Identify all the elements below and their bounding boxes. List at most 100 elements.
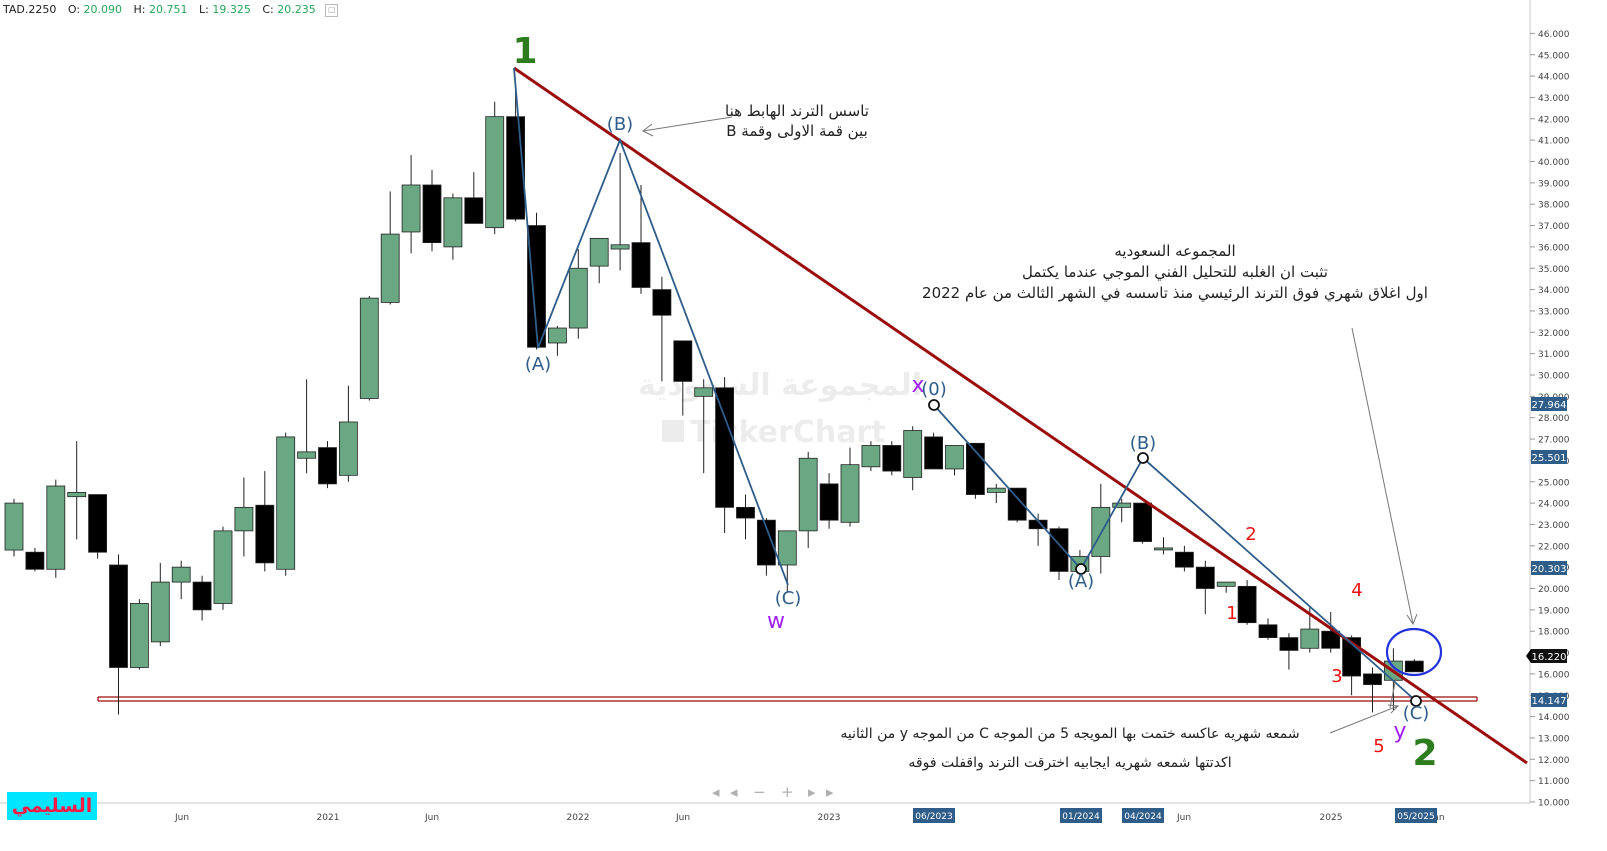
candle-body-bull [46,485,66,570]
open-value: 20.090 [83,3,123,16]
candle[interactable] [1195,560,1215,615]
candle[interactable] [443,193,463,260]
candle[interactable] [109,554,128,715]
candle[interactable] [1154,537,1173,555]
candle[interactable] [1279,633,1299,670]
wave-abc-y[interactable] [933,404,1417,702]
candle-body-bull [234,506,254,532]
candle[interactable] [171,560,191,600]
candle[interactable] [88,494,107,559]
x-tick-jun-2021: Jun [424,813,439,823]
candle[interactable] [798,451,818,548]
wave-abc-w[interactable] [513,67,789,586]
candle[interactable] [1300,605,1320,653]
candle[interactable] [840,447,860,527]
candle[interactable] [819,473,839,529]
candle[interactable] [1404,658,1424,673]
y-tick-label: 36.000 [1538,243,1570,253]
candle[interactable] [4,498,24,557]
candle-body-bear [1258,624,1278,639]
candle[interactable] [1007,487,1027,523]
candle[interactable] [192,575,212,621]
candle[interactable] [1216,581,1236,593]
subwave-label-1: 1 [1226,603,1237,624]
pivot-b2-marker[interactable] [1137,452,1149,464]
candle[interactable] [1028,513,1048,546]
y-tick-label: 28.000 [1538,414,1570,424]
svg-text:25.501: 25.501 [1532,453,1567,464]
candle[interactable] [401,155,421,254]
candle-body-bull [777,530,797,566]
candle[interactable] [1091,483,1111,574]
candle-body-bull [338,421,358,476]
candle[interactable] [694,379,714,474]
candle[interactable] [568,249,588,339]
candle[interactable] [485,101,505,235]
candle[interactable] [150,562,170,647]
candle[interactable] [464,172,484,224]
open-label: O: [67,3,81,16]
candle[interactable] [1237,579,1257,625]
nav-prev-icon: ◂ [730,783,738,801]
y-tick-label: 24.000 [1538,500,1570,510]
candle[interactable] [527,212,546,350]
candle[interactable] [903,426,923,491]
candle[interactable] [25,547,45,572]
candle[interactable] [276,432,296,576]
candle[interactable] [318,441,337,489]
candle[interactable] [46,479,66,578]
support-zone[interactable] [97,696,1478,702]
candle[interactable] [610,152,630,271]
candle[interactable] [129,599,149,670]
candle[interactable] [234,477,254,557]
candle-body-bull [1300,628,1320,649]
price-tag-last: 16.220 [1526,649,1567,663]
candle[interactable] [631,184,651,294]
candle[interactable] [1175,545,1194,572]
chart-nav-controls[interactable]: ◂ ◂ − + ▸ ▸ [712,783,834,801]
candle-body-bear [318,447,337,485]
candle[interactable] [715,377,734,533]
breakout-highlight-circle[interactable] [1385,627,1443,677]
candle[interactable] [736,494,755,540]
close-label: C: [262,3,274,16]
candle[interactable] [924,432,943,470]
candle[interactable] [882,441,902,476]
candle[interactable] [297,379,317,474]
low-label: L: [199,3,209,16]
candle-body-bear [1195,566,1215,589]
candle[interactable] [1133,502,1152,544]
candle[interactable] [1363,667,1382,713]
candle[interactable] [1112,498,1132,523]
candle[interactable] [213,526,233,610]
candle[interactable] [338,385,358,482]
candle[interactable] [67,441,87,540]
y-tick-label: 39.000 [1538,179,1570,189]
candle[interactable] [986,483,1006,504]
candle[interactable] [589,237,609,284]
candle[interactable] [652,276,672,382]
candle[interactable] [548,325,567,356]
candle-body-bear [715,387,734,508]
pivot-x0-marker[interactable] [928,399,940,411]
candle[interactable] [255,471,275,572]
candle[interactable] [673,340,693,416]
candle-body-bear [1237,585,1257,624]
candle-body-bull [1216,581,1236,587]
pivot-c2-marker[interactable] [1410,695,1422,707]
header-toggle-icon[interactable]: ▢ [325,3,339,17]
candle[interactable] [1321,611,1341,653]
candle-body-bull [945,445,964,470]
candle[interactable] [1258,618,1278,640]
candle[interactable] [422,170,442,252]
candle[interactable] [945,445,964,476]
candle[interactable] [861,441,881,472]
arrow-to-b1 [642,116,733,132]
candle[interactable] [1049,526,1069,580]
main-downtrend-line[interactable] [513,66,1528,765]
candle[interactable] [359,296,379,401]
pivot-a2-marker[interactable] [1075,563,1087,575]
candle[interactable] [380,191,400,305]
